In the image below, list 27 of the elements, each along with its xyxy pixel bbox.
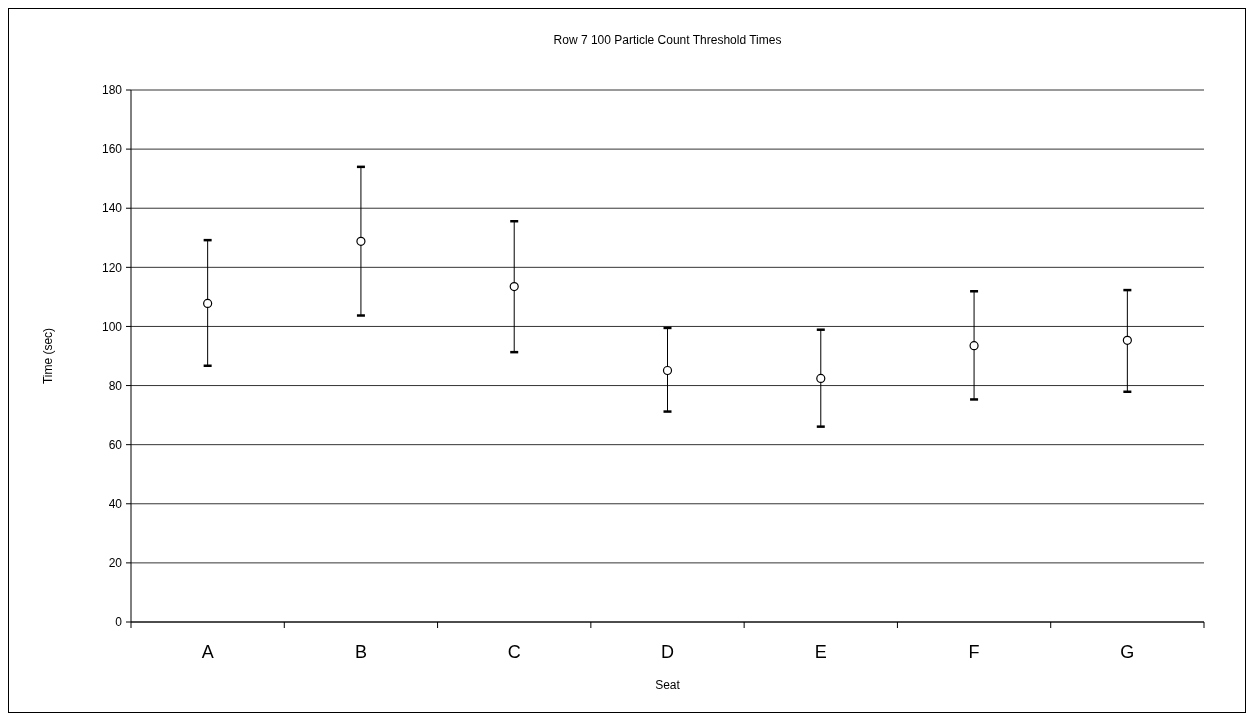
point bbox=[1122, 335, 1132, 345]
x-tick-label: E bbox=[814, 642, 827, 662]
x-tick-label: D bbox=[661, 642, 674, 662]
point bbox=[509, 281, 519, 292]
x-tick-label: B bbox=[354, 642, 367, 662]
point bbox=[356, 236, 366, 246]
y-tick-label: 80 bbox=[108, 378, 123, 393]
chart-title: Row 7 100 Particle Count Threshold Times bbox=[553, 33, 782, 47]
y-tick-label: 40 bbox=[108, 496, 123, 511]
x-tick-label: C bbox=[507, 642, 521, 662]
y-tick-label: 20 bbox=[108, 556, 123, 571]
x-axis-title: Seat bbox=[655, 678, 681, 692]
x-tick-label: F bbox=[968, 642, 980, 662]
point bbox=[203, 298, 213, 308]
y-tick-label: 140 bbox=[101, 201, 123, 216]
y-tick-label: 60 bbox=[108, 437, 123, 452]
y-tick-label: 100 bbox=[101, 319, 123, 334]
x-tick-label: A bbox=[201, 642, 214, 662]
point bbox=[662, 365, 673, 376]
y-tick-label: 160 bbox=[101, 142, 123, 157]
y-tick-label: 0 bbox=[115, 615, 123, 630]
y-axis-title: Time (sec) bbox=[41, 327, 55, 385]
x-tick-label: G bbox=[1120, 642, 1135, 662]
point bbox=[969, 341, 979, 351]
y-tick-label: 120 bbox=[101, 260, 123, 275]
y-tick-label: 180 bbox=[101, 83, 123, 98]
point bbox=[816, 373, 826, 384]
